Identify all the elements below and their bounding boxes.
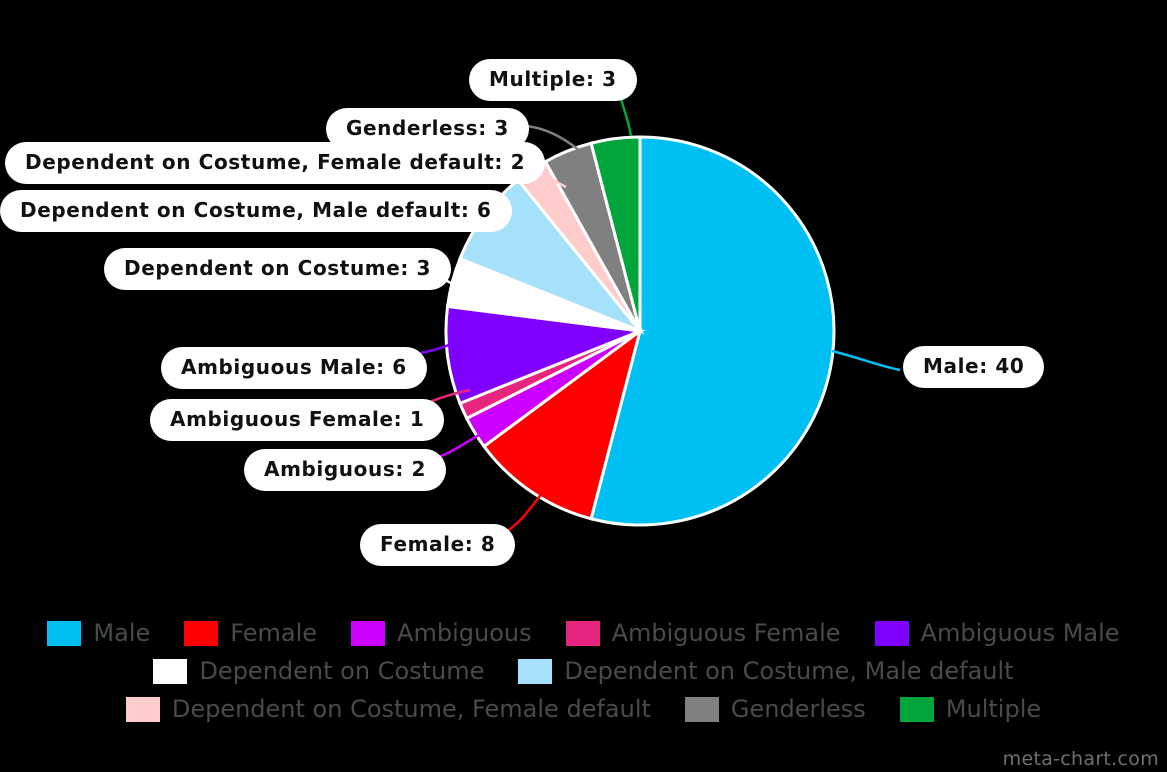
legend-item[interactable]: Genderless [684,695,866,723]
legend-item-label: Ambiguous Female [611,619,841,647]
legend-color-swatch [684,696,719,722]
pie-slice-label: Dependent on Costume, Male default: 6 [0,190,512,232]
legend-item[interactable]: Dependent on Costume, Male default [518,657,1014,685]
pie-slice-label: Dependent on Costume: 3 [104,248,452,290]
watermark: meta-chart.com [1002,748,1159,770]
legend-row: Dependent on Costume, Female default Gend… [0,690,1167,728]
pie-slice-label: Ambiguous: 2 [244,449,447,491]
legend-item[interactable]: Male [47,619,150,647]
legend-color-swatch [125,696,160,722]
legend-color-swatch [518,658,553,684]
legend-item-label: Ambiguous [397,619,532,647]
legend-item-label: Female [230,619,318,647]
legend-item[interactable]: Multiple [899,695,1042,723]
pie-slice[interactable] [444,304,646,406]
legend-row: Male Female Ambiguous Ambiguous Female Ambig… [0,614,1167,652]
legend-item-label: Male [93,619,151,647]
legend-item[interactable]: Dependent on Costume [153,657,484,685]
pie-slice-label: Ambiguous Female: 1 [150,399,445,441]
legend-item-label: Ambiguous Male [920,619,1120,647]
pie-slice-label: Dependent on Costume, Female default: 2 [5,142,546,184]
legend-color-swatch [874,620,909,646]
legend-item[interactable]: Ambiguous [351,619,532,647]
legend-item[interactable]: Ambiguous Male [874,619,1120,647]
legend-item-label: Dependent on Costume, Male default [564,657,1014,685]
legend-color-swatch [47,620,82,646]
pie-slice-label: Ambiguous Male: 6 [161,347,427,389]
legend-item[interactable]: Female [184,619,317,647]
pie-slice-label: Female: 8 [360,524,516,566]
legend-item-label: Dependent on Costume, Female default [171,695,651,723]
legend-color-swatch [899,696,934,722]
legend-color-swatch [351,620,386,646]
leader-line [831,349,901,372]
legend-color-swatch [565,620,600,646]
legend-item-label: Multiple [945,695,1042,723]
legend-row: Dependent on Costume Dependent on Costume… [0,652,1167,690]
pie-slice[interactable] [589,135,836,527]
legend-color-swatch [153,658,188,684]
legend-item-label: Dependent on Costume [199,657,485,685]
legend-item[interactable]: Ambiguous Female [565,619,841,647]
pie-slice-label: Male: 40 [903,346,1045,388]
legend-color-swatch [184,620,219,646]
legend-item[interactable]: Dependent on Costume, Female default [125,695,651,723]
chart-legend: Male Female Ambiguous Ambiguous Female Ambig… [0,614,1167,739]
pie-slice-label: Multiple: 3 [469,59,637,101]
legend-item-label: Genderless [730,695,866,723]
pie-slice[interactable] [589,135,642,332]
pie-slice[interactable] [481,327,643,521]
